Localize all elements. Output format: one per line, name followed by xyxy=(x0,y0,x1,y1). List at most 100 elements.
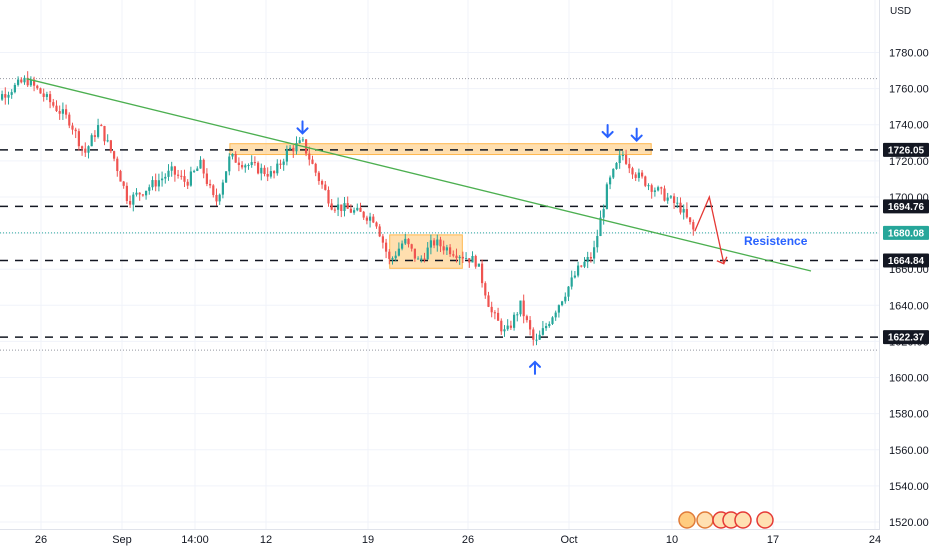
candle-body[interactable] xyxy=(544,326,548,329)
candle-body[interactable] xyxy=(295,143,298,152)
candle-body[interactable] xyxy=(477,263,480,267)
candle-body[interactable] xyxy=(160,178,164,181)
candle-body[interactable] xyxy=(202,159,205,174)
candle-body[interactable] xyxy=(260,167,263,174)
candle-body[interactable] xyxy=(224,171,228,183)
candle-body[interactable] xyxy=(84,148,87,153)
candle-body[interactable] xyxy=(471,255,474,263)
price-axis[interactable]: 1520.001540.001560.001580.001600.001620.… xyxy=(889,48,929,530)
candle-body[interactable] xyxy=(480,263,484,284)
candle-body[interactable] xyxy=(119,171,122,182)
candle-body[interactable] xyxy=(237,162,240,166)
candle-body[interactable] xyxy=(452,254,455,256)
candle-body[interactable] xyxy=(644,176,647,186)
candle-body[interactable] xyxy=(359,207,362,212)
candle-body[interactable] xyxy=(634,174,637,178)
candle-body[interactable] xyxy=(106,140,109,142)
candle-body[interactable] xyxy=(368,216,372,221)
candle-body[interactable] xyxy=(420,258,423,260)
candle-body[interactable] xyxy=(138,192,141,195)
candle-body[interactable] xyxy=(381,236,384,243)
candle-body[interactable] xyxy=(605,184,608,210)
candle-body[interactable] xyxy=(263,167,266,175)
candle-body[interactable] xyxy=(692,222,695,230)
candle-body[interactable] xyxy=(16,79,20,85)
candle-body[interactable] xyxy=(112,151,116,159)
candle-body[interactable] xyxy=(551,317,554,324)
candle-body[interactable] xyxy=(352,210,356,213)
trendline[interactable] xyxy=(26,78,812,272)
candle-body[interactable] xyxy=(663,188,666,201)
candle-body[interactable] xyxy=(39,88,42,94)
candle-body[interactable] xyxy=(288,147,292,150)
candle-body[interactable] xyxy=(570,277,573,287)
candle-body[interactable] xyxy=(439,239,442,247)
candle-body[interactable] xyxy=(244,165,247,168)
candle-body[interactable] xyxy=(292,147,295,152)
candle-body[interactable] xyxy=(228,156,231,172)
candle-body[interactable] xyxy=(221,182,224,195)
candle-body[interactable] xyxy=(455,255,458,259)
candle-body[interactable] xyxy=(74,129,77,132)
candle-body[interactable] xyxy=(516,314,519,316)
candle-body[interactable] xyxy=(45,94,48,97)
candle-body[interactable] xyxy=(653,190,656,192)
candle-body[interactable] xyxy=(103,126,106,142)
candle-body[interactable] xyxy=(205,173,208,184)
candle-body[interactable] xyxy=(128,200,132,205)
candle-body[interactable] xyxy=(487,295,490,307)
candle-body[interactable] xyxy=(64,109,68,115)
candle-body[interactable] xyxy=(436,239,439,246)
candle-body[interactable] xyxy=(404,238,407,244)
candle-body[interactable] xyxy=(628,163,631,169)
candle-body[interactable] xyxy=(192,170,196,172)
candle-body[interactable] xyxy=(378,226,381,237)
candle-body[interactable] xyxy=(208,183,212,186)
event-icon[interactable] xyxy=(734,511,752,529)
candle-body[interactable] xyxy=(93,135,96,137)
candle-body[interactable] xyxy=(685,209,688,218)
candle-body[interactable] xyxy=(423,258,426,260)
candle-body[interactable] xyxy=(522,300,525,317)
candle-body[interactable] xyxy=(500,320,503,332)
candle-body[interactable] xyxy=(320,181,324,185)
candle-body[interactable] xyxy=(4,94,7,98)
candle-body[interactable] xyxy=(660,187,663,189)
candle-body[interactable] xyxy=(567,286,570,297)
candle-body[interactable] xyxy=(10,92,13,95)
candle-body[interactable] xyxy=(509,325,512,328)
candle-body[interactable] xyxy=(426,247,429,260)
candle-body[interactable] xyxy=(186,181,189,186)
candle-body[interactable] xyxy=(180,175,183,177)
candle-body[interactable] xyxy=(375,222,378,227)
candle-body[interactable] xyxy=(631,168,634,175)
candle-body[interactable] xyxy=(372,216,375,223)
candle-body[interactable] xyxy=(586,256,589,262)
candle-body[interactable] xyxy=(317,172,320,182)
candle-body[interactable] xyxy=(266,174,269,177)
candle-body[interactable] xyxy=(80,146,84,149)
candle-body[interactable] xyxy=(0,94,4,100)
candle-body[interactable] xyxy=(592,247,596,259)
candle-body[interactable] xyxy=(176,174,180,176)
candle-body[interactable] xyxy=(541,328,544,335)
candle-body[interactable] xyxy=(535,339,538,341)
candle-body[interactable] xyxy=(333,209,336,211)
event-icon[interactable] xyxy=(756,511,774,529)
event-icon[interactable] xyxy=(678,511,696,529)
candle-body[interactable] xyxy=(484,283,487,296)
candle-body[interactable] xyxy=(362,211,365,218)
candle-body[interactable] xyxy=(640,172,644,177)
candle-body[interactable] xyxy=(503,329,506,332)
candle-body[interactable] xyxy=(461,256,464,259)
candle-body[interactable] xyxy=(618,155,621,164)
candle-body[interactable] xyxy=(647,185,650,187)
candle-body[interactable] xyxy=(666,197,669,201)
candle-body[interactable] xyxy=(608,177,612,185)
trendline-line[interactable] xyxy=(26,78,812,272)
candle-body[interactable] xyxy=(525,316,528,321)
candle-body[interactable] xyxy=(164,176,167,179)
candle-body[interactable] xyxy=(416,258,420,260)
candle-body[interactable] xyxy=(676,202,679,204)
candle-body[interactable] xyxy=(554,312,557,318)
